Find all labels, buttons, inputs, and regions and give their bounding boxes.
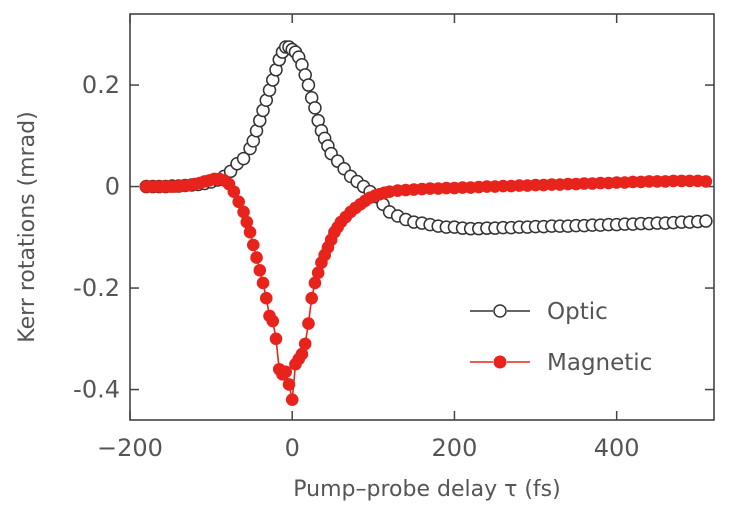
- series-layer: [139, 40, 713, 407]
- data-point: [253, 263, 267, 277]
- y-axis-label: Kerr rotations (mrad): [15, 111, 40, 342]
- data-point: [308, 101, 322, 115]
- plot-area: [129, 13, 715, 421]
- series-optic: [139, 40, 713, 236]
- y-tick-label: 0.2: [82, 71, 120, 99]
- axis-ticks: −200 0 200 400 -0.4 -0.2 0 0.2: [73, 14, 714, 462]
- data-point: [236, 151, 251, 166]
- y-tick-label: 0: [105, 173, 120, 201]
- series-magnetic: [139, 172, 713, 407]
- data-point: [232, 195, 245, 209]
- data-point: [295, 347, 309, 361]
- data-point: [699, 175, 713, 188]
- data-point: [308, 276, 322, 290]
- x-tick-label: 0: [285, 434, 300, 462]
- legend-magnetic-marker: [493, 355, 507, 369]
- data-point: [311, 266, 325, 280]
- y-tick-label: -0.4: [73, 376, 120, 404]
- legend-optic-marker: [493, 304, 507, 318]
- data-point: [302, 317, 315, 330]
- x-tick-label: 400: [594, 434, 640, 462]
- data-point: [269, 332, 283, 346]
- data-point: [237, 205, 250, 219]
- x-axis-label: Pump–probe delay τ (fs): [293, 477, 560, 502]
- plot-frame: [129, 13, 715, 421]
- data-point: [246, 238, 260, 252]
- data-point: [699, 214, 713, 228]
- data-point: [279, 365, 293, 379]
- data-point: [240, 215, 254, 229]
- data-point: [250, 251, 263, 264]
- x-tick-label: −200: [97, 434, 163, 462]
- data-point: [282, 378, 296, 391]
- data-point: [305, 291, 318, 305]
- data-point: [285, 393, 299, 407]
- legend: Optic Magnetic: [470, 299, 652, 376]
- y-tick-label: -0.2: [73, 274, 120, 302]
- legend-magnetic-label: Magnetic: [547, 350, 652, 376]
- legend-optic-label: Optic: [547, 299, 608, 325]
- data-point: [259, 291, 273, 305]
- data-point: [298, 337, 312, 351]
- x-tick-label: 200: [432, 434, 478, 462]
- data-point: [301, 78, 316, 92]
- data-point: [256, 276, 270, 290]
- data-point: [227, 185, 241, 198]
- data-point: [243, 225, 257, 239]
- data-point: [266, 314, 280, 328]
